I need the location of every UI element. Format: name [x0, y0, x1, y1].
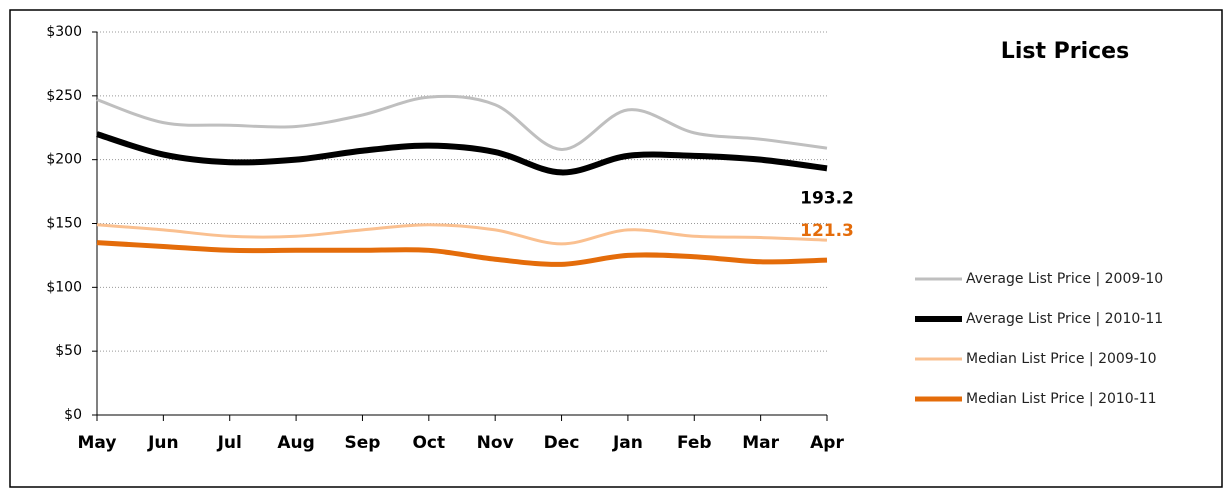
x-tick-label: May: [78, 433, 117, 453]
y-tick-label: $200: [46, 152, 82, 168]
chart-title: List Prices: [1001, 39, 1129, 64]
legend-label: Average List Price | 2010-11: [966, 311, 1163, 327]
data-label: 193.2: [800, 188, 854, 208]
y-tick-label: $250: [46, 88, 82, 104]
x-tick-label: Jan: [612, 433, 643, 453]
legend-label: Median List Price | 2009-10: [966, 351, 1157, 367]
y-tick-label: $100: [46, 279, 82, 295]
y-tick-label: $0: [64, 407, 82, 423]
x-tick-label: Jul: [217, 433, 242, 453]
x-tick-label: Mar: [742, 433, 779, 453]
x-tick-label: Oct: [412, 433, 445, 453]
x-tick-label: Aug: [277, 433, 314, 453]
series-line: [96, 240, 828, 267]
x-tick-label: Nov: [477, 433, 514, 453]
series-line: [96, 94, 828, 151]
x-tick-label: Feb: [677, 433, 712, 453]
y-tick-label: $300: [46, 24, 82, 40]
legend-label: Median List Price | 2010-11: [966, 391, 1157, 407]
x-tick-label: Sep: [344, 433, 380, 453]
y-tick-label: $50: [55, 343, 82, 359]
x-tick-label: Dec: [544, 433, 580, 453]
data-label: 121.3: [800, 221, 854, 241]
x-tick-label: Jun: [147, 433, 179, 453]
series-line: [96, 223, 828, 246]
y-tick-label: $150: [46, 216, 82, 232]
legend-label: Average List Price | 2009-10: [966, 271, 1163, 287]
series-line: [96, 131, 828, 176]
x-tick-label: Apr: [810, 433, 844, 453]
